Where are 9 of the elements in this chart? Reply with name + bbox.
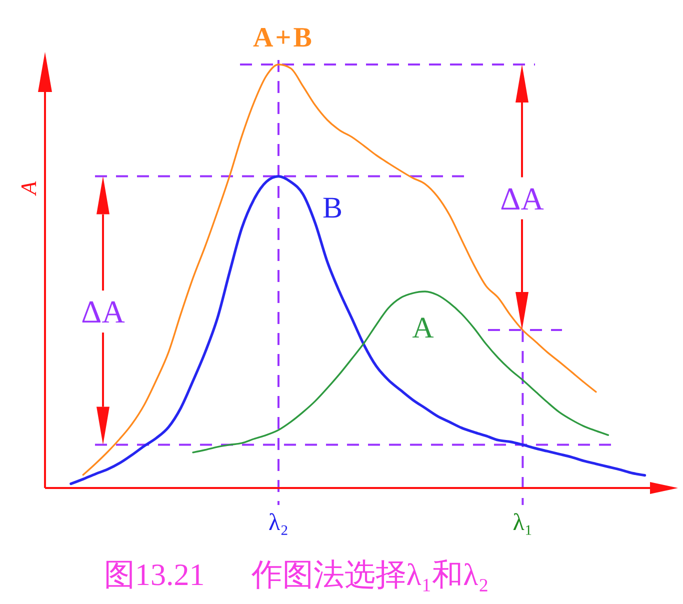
annotation: ΔA [81, 294, 125, 330]
y-axis-title: A [16, 180, 41, 197]
series-label: B [322, 191, 342, 224]
annotation: ΔA [500, 180, 544, 216]
x-tick-label: λ₁ [512, 510, 533, 536]
series-label: A+B [253, 22, 314, 54]
series-label: A [412, 311, 434, 344]
caption: 图13.21 作图法选择λ₁和λ₂ [104, 557, 489, 592]
x-tick-label: λ₂ [268, 510, 288, 536]
